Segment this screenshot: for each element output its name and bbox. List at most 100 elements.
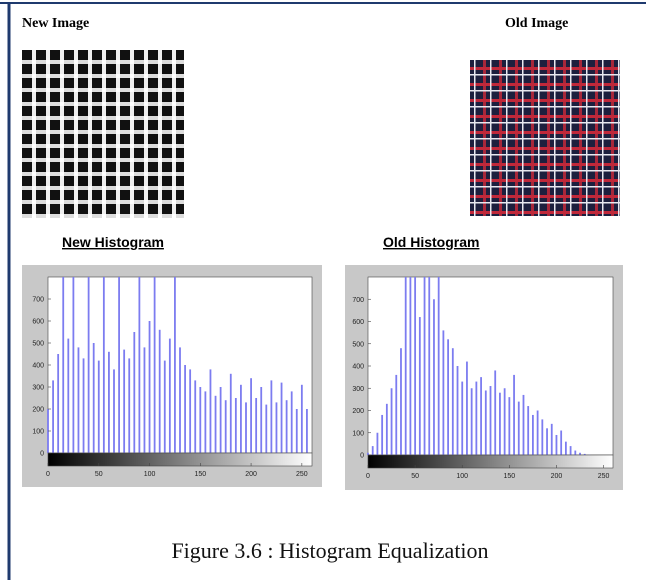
- bar: [92, 343, 95, 453]
- bar: [102, 277, 105, 453]
- bar: [52, 380, 54, 453]
- y-tick-label: 200: [32, 407, 44, 414]
- bar: [574, 450, 577, 455]
- bar: [229, 373, 232, 453]
- y-tick-label: 700: [32, 297, 44, 304]
- histogram-title: New Histogram: [62, 234, 164, 250]
- bar: [371, 446, 374, 455]
- bar: [508, 397, 511, 455]
- bar: [522, 394, 525, 455]
- image-label: Old Image: [505, 16, 568, 31]
- bar: [148, 321, 151, 453]
- new-image: [22, 50, 184, 218]
- bar: [527, 406, 530, 455]
- bar: [437, 277, 440, 455]
- y-tick-label: 600: [352, 319, 364, 326]
- bar: [400, 348, 402, 455]
- bar: [204, 391, 207, 453]
- y-tick-label: 600: [32, 319, 44, 326]
- x-tick-label: 50: [411, 473, 419, 480]
- bar: [550, 423, 553, 455]
- bar: [569, 446, 572, 455]
- x-tick-label: 150: [194, 471, 206, 478]
- bar: [367, 452, 369, 455]
- bar: [480, 377, 482, 455]
- bar: [583, 453, 586, 455]
- bar: [184, 365, 186, 453]
- x-tick-label: 250: [598, 473, 610, 480]
- bar: [118, 277, 120, 453]
- bar: [138, 277, 141, 453]
- bar: [560, 430, 563, 455]
- bar: [199, 387, 202, 453]
- y-tick-label: 0: [360, 453, 364, 460]
- bar: [447, 339, 449, 455]
- x-tick-label: 100: [144, 471, 156, 478]
- bar: [442, 330, 445, 455]
- bar: [381, 414, 384, 455]
- bar: [108, 351, 110, 453]
- bar: [499, 392, 501, 455]
- bar: [219, 387, 222, 453]
- bar: [224, 400, 227, 453]
- colorbar: [367, 454, 614, 469]
- bar: [153, 277, 156, 453]
- bar: [290, 391, 293, 453]
- bar: [214, 395, 217, 453]
- x-tick-label: 200: [551, 473, 563, 480]
- bar: [245, 402, 247, 453]
- bar: [503, 388, 506, 455]
- y-tick-label: 0: [40, 451, 44, 458]
- bar: [82, 358, 85, 453]
- x-tick-label: 50: [95, 471, 103, 478]
- bar: [275, 402, 278, 453]
- bar: [461, 381, 464, 455]
- bar: [163, 360, 166, 453]
- bar: [97, 360, 100, 453]
- bar: [385, 403, 388, 455]
- bar: [265, 404, 268, 453]
- bar: [579, 452, 581, 455]
- bar: [489, 386, 492, 455]
- bar: [280, 382, 283, 453]
- bar: [451, 348, 454, 455]
- y-tick-label: 400: [352, 364, 364, 371]
- y-tick-label: 500: [352, 341, 364, 348]
- bar: [77, 347, 80, 453]
- bar: [194, 380, 197, 453]
- bar: [57, 354, 60, 453]
- y-tick-label: 500: [32, 341, 44, 348]
- bar: [189, 369, 192, 453]
- x-tick-label: 150: [504, 473, 516, 480]
- bar: [87, 277, 90, 453]
- bar: [72, 277, 75, 453]
- old-image: [470, 60, 620, 216]
- y-tick-label: 400: [32, 363, 44, 370]
- bar: [234, 398, 237, 453]
- bar: [484, 390, 487, 455]
- bar: [209, 369, 212, 453]
- bar: [128, 358, 131, 453]
- x-tick-label: 0: [46, 471, 50, 478]
- x-tick-label: 0: [366, 473, 370, 480]
- bar: [270, 380, 273, 453]
- bar: [295, 409, 298, 453]
- bar: [513, 374, 515, 455]
- image-label: New Image: [22, 16, 89, 31]
- bar: [466, 361, 468, 455]
- y-tick-label: 100: [32, 429, 44, 436]
- bar: [300, 384, 303, 453]
- y-tick-label: 700: [352, 297, 364, 304]
- bar: [517, 401, 520, 455]
- bar: [67, 338, 70, 453]
- bar: [414, 277, 417, 455]
- bar: [418, 317, 421, 455]
- bar: [113, 369, 115, 453]
- bar: [546, 428, 548, 455]
- bar: [306, 409, 308, 453]
- y-tick-label: 100: [352, 430, 364, 437]
- bar: [179, 347, 181, 453]
- bar: [395, 374, 398, 455]
- bar: [456, 366, 459, 455]
